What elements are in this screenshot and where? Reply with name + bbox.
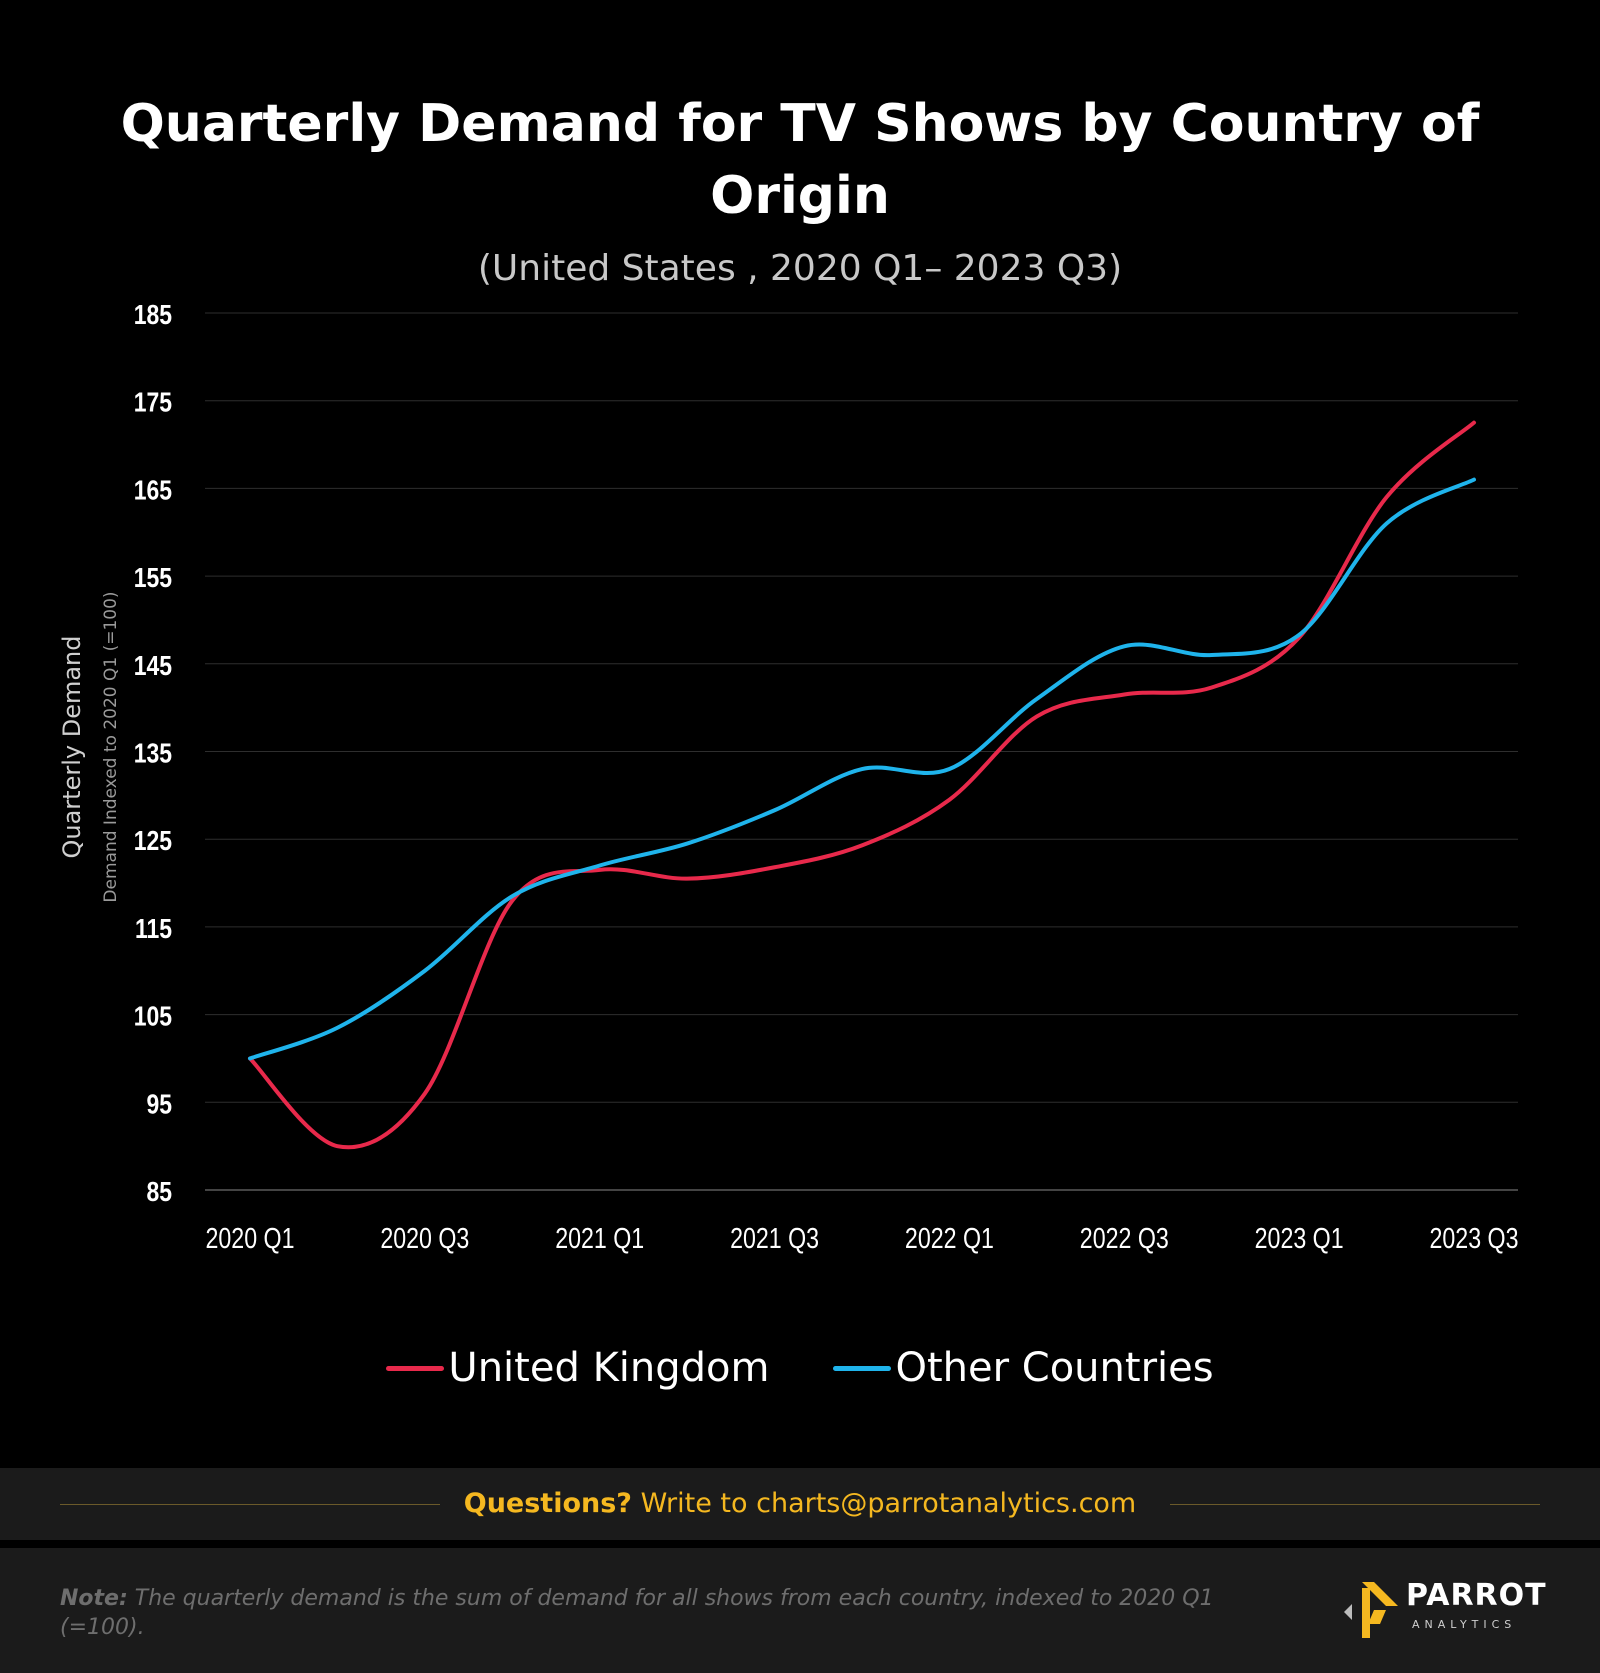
note-band: Note: The quarterly demand is the sum of… xyxy=(0,1548,1600,1673)
chart-subtitle: (United States , 2020 Q1– 2023 Q3) xyxy=(477,248,1123,289)
legend-swatch-united-kingdom xyxy=(386,1365,445,1371)
y-tick-label: 115 xyxy=(135,914,172,945)
y-axis-sublabel: Demand Indexed to 2020 Q1 (=100) xyxy=(101,591,121,902)
note-body: The quarterly demand is the sum of deman… xyxy=(60,1586,1214,1640)
questions-label: Questions? xyxy=(463,1488,632,1519)
y-tick-label: 175 xyxy=(134,388,172,419)
y-tick-label: 85 xyxy=(146,1177,172,1208)
y-tick-label: 95 xyxy=(146,1089,172,1120)
x-tick-label: 2021 Q1 xyxy=(555,1221,644,1254)
x-tick-label: 2020 Q1 xyxy=(206,1221,295,1254)
series-line-united-kingdom xyxy=(248,420,1476,1150)
y-tick-label: 185 xyxy=(134,300,172,331)
y-tick-label: 105 xyxy=(134,1002,172,1033)
x-tick-labels: 2020 Q1 2020 Q3 2021 Q1 2021 Q3 2022 Q1 2022 … xyxy=(206,1221,1519,1254)
legend-swatch-other-countries xyxy=(833,1365,892,1371)
questions-contact[interactable]: Write to charts@parrotanalytics.com xyxy=(631,1488,1137,1519)
parrot-logo-icon xyxy=(1344,1582,1398,1638)
x-tick-label: 2023 Q1 xyxy=(1255,1221,1344,1254)
legend-label-united-kingdom: United Kingdom xyxy=(448,1345,770,1391)
logo-subword: ANALYTICS xyxy=(1412,1618,1517,1631)
y-tick-label: 125 xyxy=(134,826,172,857)
questions-band: Questions? Write to charts@parrotanalyti… xyxy=(0,1468,1600,1540)
band-rule-right xyxy=(1170,1504,1540,1505)
chart-title: Quarterly Demand for TV Shows by Country… xyxy=(120,94,1480,226)
questions-text: Questions? Write to charts@parrotanalyti… xyxy=(0,1488,1600,1519)
y-tick-label: 135 xyxy=(134,738,172,769)
x-tick-label: 2022 Q1 xyxy=(905,1221,994,1254)
legend-item-other-countries: Other Countries xyxy=(833,1345,1214,1391)
legend: United Kingdom Other Countries xyxy=(0,1345,1600,1391)
series-line-other-countries xyxy=(248,477,1476,1061)
y-tick-labels: 85 95 105 115 125 135 145 155 165 175 185 xyxy=(134,300,172,1208)
note-text: Note: The quarterly demand is the sum of… xyxy=(60,1584,1260,1642)
x-tick-label: 2021 Q3 xyxy=(730,1221,819,1254)
note-label: Note: xyxy=(60,1586,128,1611)
questions-wrap: Questions? Write to charts@parrotanalyti… xyxy=(441,1488,1159,1519)
x-tick-label: 2022 Q3 xyxy=(1080,1221,1169,1254)
x-tick-label: 2023 Q3 xyxy=(1430,1221,1519,1254)
legend-item-united-kingdom: United Kingdom xyxy=(386,1345,769,1391)
y-tick-label: 155 xyxy=(134,563,172,594)
y-axis-label: Quarterly Demand xyxy=(58,636,86,859)
y-tick-label: 145 xyxy=(134,651,172,682)
x-tick-label: 2020 Q3 xyxy=(380,1221,469,1254)
band-rule-left xyxy=(60,1504,440,1505)
legend-label-other-countries: Other Countries xyxy=(895,1345,1214,1391)
series-lines xyxy=(248,420,1476,1150)
parrot-analytics-logo: PARROT ANALYTICS xyxy=(1340,1576,1560,1646)
y-tick-label: 165 xyxy=(134,475,172,506)
logo-word: PARROT xyxy=(1406,1578,1547,1613)
grid-lines xyxy=(205,312,1518,1191)
